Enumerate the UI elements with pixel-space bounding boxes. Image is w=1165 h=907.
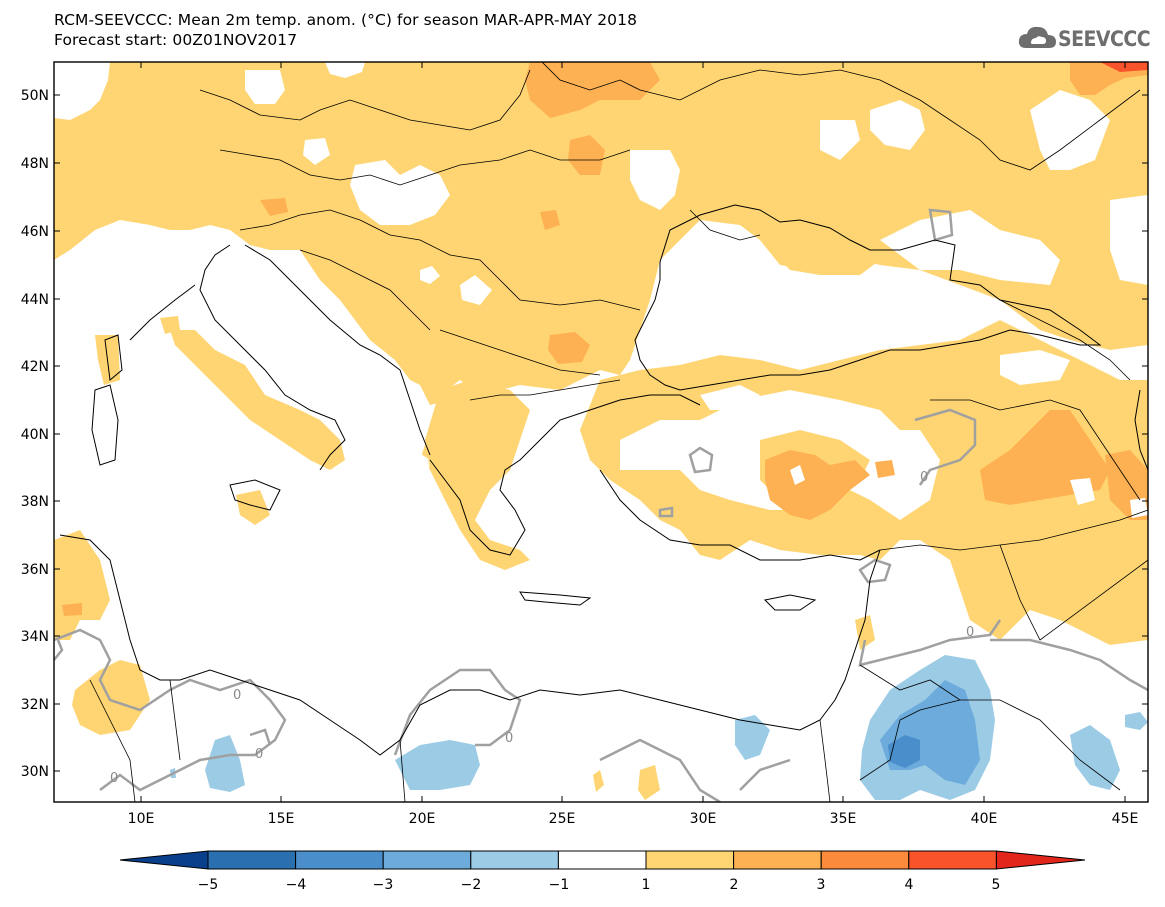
- country-borders: [89, 62, 1148, 802]
- lon-label: 45E: [1112, 811, 1139, 827]
- lon-label: 30E: [690, 811, 717, 827]
- lat-label: 44N: [21, 292, 49, 308]
- lat-label: 46N: [21, 224, 49, 240]
- colorbar-label: 1: [642, 877, 651, 893]
- contour-label: 0: [920, 470, 928, 485]
- lon-label: 20E: [409, 811, 436, 827]
- lat-label: 48N: [21, 156, 49, 172]
- lat-label: 30N: [21, 764, 49, 780]
- contour-label: 0: [233, 688, 241, 703]
- colorbar-labels: −5 −4 −3 −2 −1 1 2 3 4 5: [198, 877, 1001, 893]
- lon-labels: 10E 15E 20E 25E 30E 35E 40E 45E: [128, 811, 1139, 827]
- lat-label: 32N: [21, 697, 49, 713]
- lat-label: 34N: [21, 629, 49, 645]
- contour-label: 0: [255, 747, 263, 762]
- colorbar-segment: [645, 850, 735, 870]
- colorbar-label: 4: [905, 877, 914, 893]
- coastlines: [59, 204, 1148, 756]
- colorbar-arrow-low: [119, 850, 209, 870]
- lon-ticks: [140, 62, 1126, 802]
- colorbar-segment: [207, 850, 297, 870]
- colorbar-segment: [470, 850, 559, 870]
- map-title: RCM-SEEVCCC: Mean 2m temp. anom. (°C) fo…: [54, 10, 637, 50]
- lat-label: 36N: [21, 562, 49, 578]
- colorbar-label: −4: [286, 877, 307, 893]
- lat-labels: 50N 48N 46N 44N 42N 40N 38N 36N 34N 32N …: [21, 88, 49, 780]
- zero-contours: [54, 208, 1148, 802]
- contour-label: 0: [966, 625, 974, 640]
- colorbar-label: 5: [992, 877, 1001, 893]
- lon-label: 40E: [971, 811, 998, 827]
- anomaly-fields: [54, 62, 1148, 800]
- black-sea-coast: [634, 204, 1102, 391]
- colorbar-segment: [908, 850, 997, 870]
- seevccc-logo: SEEVCCC: [1018, 22, 1158, 56]
- lon-label: 10E: [128, 811, 155, 827]
- colorbar-segment: [295, 850, 384, 870]
- lat-label: 42N: [21, 359, 49, 375]
- lat-ticks: [54, 94, 1148, 772]
- colorbar-label: 3: [817, 877, 826, 893]
- colorbar-label: −5: [198, 877, 219, 893]
- title-line-1: RCM-SEEVCCC: Mean 2m temp. anom. (°C) fo…: [54, 11, 638, 29]
- lon-label: 25E: [549, 811, 576, 827]
- colorbar-label: 2: [730, 877, 739, 893]
- title-line-2: Forecast start: 00Z01NOV2017: [54, 31, 298, 49]
- contour-label: 0: [505, 731, 513, 746]
- map-frame: [53, 61, 1149, 803]
- colorbar-segment: [557, 850, 647, 870]
- lat-label: 50N: [21, 88, 49, 104]
- colorbar: [119, 850, 1086, 870]
- colorbar-label: −3: [373, 877, 394, 893]
- colorbar-label: −1: [549, 877, 570, 893]
- lon-label: 15E: [268, 811, 295, 827]
- colorbar-arrow-high: [995, 850, 1086, 870]
- contour-labels: 0 0 0 0 0 0: [110, 470, 974, 786]
- lat-label: 38N: [21, 494, 49, 510]
- warm-anomaly-europe: [54, 62, 1148, 480]
- contour-label: 0: [110, 771, 118, 786]
- logo-text: SEEVCCC: [1058, 27, 1151, 51]
- colorbar-label: −2: [461, 877, 482, 893]
- colorbar-segment: [382, 850, 472, 870]
- cloud-icon: [1018, 26, 1056, 48]
- colorbar-segment: [820, 850, 910, 870]
- lon-label: 35E: [830, 811, 857, 827]
- lat-label: 40N: [21, 427, 49, 443]
- colorbar-segment: [733, 850, 822, 870]
